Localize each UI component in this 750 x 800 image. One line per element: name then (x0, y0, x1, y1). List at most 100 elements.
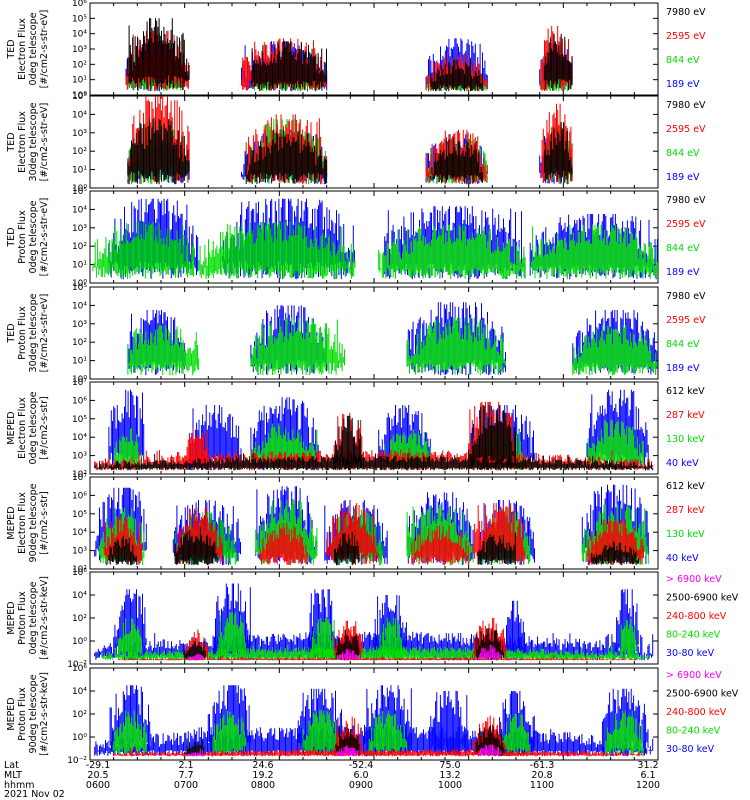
y-axis-label: MEPED Proton Flux 90deg telescope [#/cm2-s-… (6, 672, 50, 756)
data-burst (468, 405, 516, 470)
y-axis-label-line: [#/cm2-s-str-eV] (39, 198, 50, 277)
data-burst (250, 305, 327, 375)
legend-entry: 189 eV (666, 79, 700, 90)
y-tick-label: 10² (72, 614, 87, 624)
data-burst (127, 119, 190, 185)
footer-hhmm: 0900 (349, 780, 373, 791)
panel-3: 10⁰ 10¹ 10² 10³ 10⁴ 10⁵ TED Proton Flux 0deg tel… (6, 187, 706, 289)
series-2 (125, 26, 573, 92)
y-tick-label: 10⁰ (72, 184, 87, 194)
y-tick-label: 10³ (72, 452, 87, 462)
y-tick-label: 10¹ (72, 166, 87, 176)
y-tick-label: 10² (72, 60, 87, 70)
legend-entry: 80-240 keV (666, 630, 721, 641)
data-burst (198, 221, 356, 280)
legend-entry: 2595 eV (666, 315, 706, 326)
data-burst (430, 137, 483, 185)
data-group (94, 685, 654, 757)
legend: 7980 eV 2595 eV 844 eV 189 eV (666, 7, 706, 90)
y-tick-label: 10² (72, 565, 87, 575)
series-3 (184, 725, 505, 757)
y-tick-label: 10² (72, 242, 87, 252)
legend-entry: 130 keV (666, 529, 705, 540)
legend-entry: 844 eV (666, 55, 700, 66)
data-burst (250, 41, 327, 92)
y-axis-label-line: TED (6, 39, 17, 59)
y-tick-label: 10² (72, 710, 87, 720)
y-tick-label: 10⁰ (72, 91, 87, 101)
data-burst (475, 725, 505, 757)
data-burst (411, 525, 469, 566)
data-group (127, 302, 658, 376)
y-tick-label: 10⁵ (72, 415, 87, 425)
legend-entry: > 6900 keV (666, 670, 722, 681)
data-burst (543, 33, 573, 91)
panel-7: 10⁻² 10⁰ 10² 10⁴ 10⁶ MEPED Proton Flux 0deg tel… (6, 568, 739, 670)
y-tick-label: 10⁴ (72, 30, 87, 40)
data-group (125, 18, 573, 92)
y-tick-label: 10⁶ (72, 396, 87, 406)
footer-mlt: 7.7 (178, 770, 193, 781)
footer-lat: -29.1 (86, 760, 111, 771)
footer-lat: -61.3 (530, 760, 555, 771)
legend-entry: 2595 eV (666, 219, 706, 230)
data-burst (430, 59, 483, 92)
series-1 (127, 119, 573, 185)
data-burst (378, 618, 405, 661)
legend-entry: 844 eV (666, 339, 700, 350)
y-axis-label-line: Proton Flux (17, 687, 28, 741)
data-burst (477, 744, 502, 757)
legend: 7980 eV 2595 eV 844 eV 189 eV (666, 100, 706, 183)
footer-hhmm: 1100 (530, 780, 554, 791)
legend-entry: 7980 eV (666, 100, 706, 111)
legend-entry: 7980 eV (666, 291, 706, 302)
footer-mlt: 6.0 (353, 770, 368, 781)
legend-entry: 2500-6900 keV (666, 593, 739, 604)
data-burst (406, 317, 506, 376)
y-tick-label: 10⁴ (72, 205, 87, 215)
data-burst (108, 536, 137, 566)
y-tick-label: 10⁵ (72, 14, 87, 24)
y-tick-label: 10¹ (72, 261, 87, 271)
y-axis-label: TED Electron Flux 0deg telescope [#/cm2-s-s… (6, 10, 50, 89)
y-tick-label: 10⁰ (72, 637, 87, 647)
y-tick-label: 10⁵ (72, 283, 87, 293)
data-group (94, 389, 654, 471)
y-axis-label: TED Electron Flux 30deg telescope [#/cm2-s-… (6, 102, 50, 181)
panel-4: 10⁰ 10¹ 10² 10³ 10⁴ 10⁵ TED Proton Flux 30deg te… (6, 283, 706, 385)
footer-hhmm: 0600 (86, 780, 110, 791)
data-burst (337, 648, 359, 661)
y-tick-label: 10³ (72, 320, 87, 330)
y-tick-label: 10⁻² (67, 660, 87, 670)
data-burst (312, 618, 335, 661)
y-tick-label: 10⁴ (72, 301, 87, 311)
y-axis-label-line: MEPED (6, 506, 17, 539)
y-axis-label: MEPED Electron Flux 90deg telescope [#/cm2-… (6, 483, 50, 562)
footer-date: 2021 Nov 02 (4, 789, 65, 800)
y-tick-label: 10³ (72, 547, 87, 557)
footer-mlt: 20.5 (87, 770, 108, 781)
data-burst (335, 629, 360, 661)
legend: 612 keV 287 keV 130 keV 40 keV (666, 481, 705, 564)
y-axis-label-line: Electron Flux (17, 18, 28, 80)
data-burst (378, 224, 526, 280)
data-burst (543, 122, 573, 185)
footer-lat: 24.6 (252, 760, 273, 771)
y-tick-label: 10⁷ (72, 473, 87, 483)
data-burst (259, 523, 308, 566)
data-group (92, 198, 658, 280)
footer-hhmm: 0800 (251, 780, 275, 791)
series-0 (127, 126, 573, 185)
legend-entry: 240-800 keV (666, 707, 727, 718)
data-group (94, 583, 654, 661)
y-tick-label: 10⁻² (67, 756, 87, 766)
legend: > 6900 keV 2500-6900 keV 240-800 keV 80-240… (666, 574, 739, 659)
legend-entry: 7980 eV (666, 195, 706, 206)
series-4 (188, 644, 502, 661)
data-burst (188, 653, 204, 661)
y-tick-label: 10³ (72, 129, 87, 139)
y-axis-label-line: 30deg telescope (28, 102, 39, 181)
series-2 (103, 503, 644, 566)
y-tick-label: 10⁰ (72, 733, 87, 743)
series-3 (127, 18, 573, 92)
